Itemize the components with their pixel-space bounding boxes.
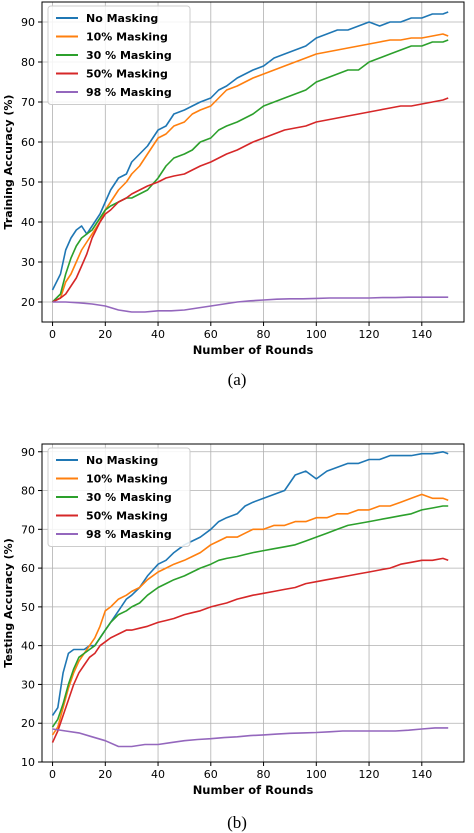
y-tick-label: 60	[21, 136, 35, 149]
x-axis-label: Number of Rounds	[193, 343, 314, 357]
series-line-4	[52, 97, 449, 303]
y-tick-label: 10	[21, 756, 35, 769]
x-tick-label: 0	[49, 328, 56, 341]
plot-frame	[41, 1, 465, 323]
y-tick-label: 40	[21, 216, 35, 229]
testing-accuracy-chart: 0 20 40 60 80 100 120 140 10 20 30 40 50 60 70 80 90 Numb…	[2, 443, 465, 797]
caption-a: (a)	[227, 370, 247, 389]
x-tick-label: 80	[257, 768, 271, 781]
legend-label-4: 50% Masking	[86, 510, 168, 523]
legend-box	[47, 447, 191, 547]
x-tick-label: 80	[257, 328, 271, 341]
legend-label-5: 98 % Masking	[86, 86, 172, 99]
legend-label-2: 10% Masking	[86, 31, 168, 44]
y-tick-label: 20	[21, 296, 35, 309]
x-tick-label: 40	[151, 328, 165, 341]
legend-label-2: 10% Masking	[86, 473, 168, 486]
x-tick-label: 20	[98, 328, 112, 341]
x-tick-label: 60	[204, 768, 218, 781]
y-tick-label: 70	[21, 523, 35, 536]
series-line-3	[51, 39, 449, 303]
series-line-5	[52, 296, 449, 313]
legend-label-4: 50% Masking	[86, 68, 168, 81]
y-tick-label: 40	[21, 640, 35, 653]
series-line-1	[51, 11, 449, 291]
y-tick-label: 50	[21, 601, 35, 614]
y-axis-label: Testing Accuracy (%)	[2, 538, 15, 667]
legend-label-1: No Masking	[86, 12, 158, 25]
x-tick-label: 60	[204, 328, 218, 341]
y-tick-label: 30	[21, 678, 35, 691]
y-tick-label: 80	[21, 56, 35, 69]
x-tick-label: 120	[359, 768, 380, 781]
series-line-3	[51, 505, 449, 728]
y-tick-label: 60	[21, 562, 35, 575]
y-axis-label: Training Accuracy (%)	[2, 95, 15, 230]
y-tick-label: 50	[21, 176, 35, 189]
caption-b: (b)	[227, 813, 247, 832]
legend-label-3: 30 % Masking	[86, 49, 172, 62]
x-tick-label: 100	[306, 768, 327, 781]
x-tick-label: 0	[49, 768, 56, 781]
series-line-2	[51, 493, 449, 736]
x-tick-label: 140	[411, 768, 432, 781]
plot-frame	[41, 443, 465, 763]
legend-label-1: No Masking	[86, 454, 158, 467]
legend-box	[47, 5, 191, 105]
series-line-5	[52, 727, 449, 748]
y-tick-label: 20	[21, 717, 35, 730]
legend-label-3: 30 % Masking	[86, 491, 172, 504]
x-tick-label: 120	[359, 328, 380, 341]
y-tick-label: 90	[21, 446, 35, 459]
x-axis-label: Number of Rounds	[193, 783, 314, 797]
y-tick-label: 70	[21, 96, 35, 109]
y-tick-label: 30	[21, 256, 35, 269]
x-tick-label: 100	[306, 328, 327, 341]
x-tick-label: 40	[151, 768, 165, 781]
training-accuracy-chart: 0 20 40 60 80 100 120 140 20 30 40 50 60 70 80 90 Number…	[2, 1, 465, 357]
y-tick-label: 90	[21, 16, 35, 29]
legend-label-5: 98 % Masking	[86, 528, 172, 541]
x-tick-label: 20	[98, 768, 112, 781]
x-tick-label: 140	[411, 328, 432, 341]
y-tick-label: 80	[21, 485, 35, 498]
series-line-4	[51, 557, 449, 743]
